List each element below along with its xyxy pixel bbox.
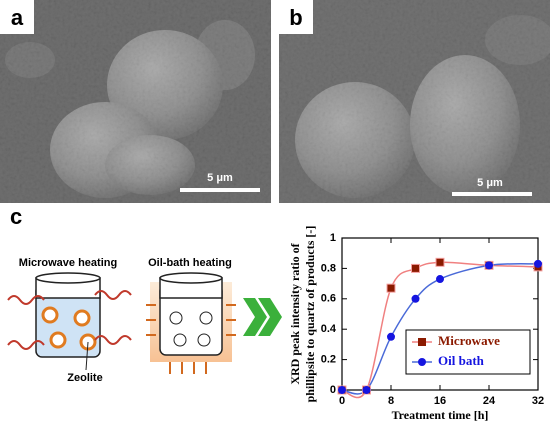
y-axis-label: XRD peak intensity ratio of (288, 242, 302, 384)
legend-label: Oil bath (438, 353, 485, 368)
y-tick-label: 0.6 (321, 293, 336, 305)
scale-text: 5 μm (477, 177, 503, 189)
x-tick-label: 8 (388, 395, 394, 407)
x-axis-label: Treatment time [h] (392, 408, 489, 422)
marker (362, 386, 371, 394)
legend-marker (418, 338, 426, 346)
y-tick-label: 0.4 (321, 323, 337, 335)
marker (338, 386, 346, 394)
marker (411, 294, 420, 303)
x-tick-label: 0 (339, 395, 345, 407)
scale-text: 5 μm (207, 172, 233, 184)
diagram-label: Zeolite (67, 372, 102, 384)
x-tick-label: 32 (532, 395, 544, 407)
diagram-label: Microwave heating (19, 257, 117, 269)
marker (411, 263, 420, 273)
x-tick-label: 24 (483, 395, 496, 407)
diagram-label: Oil-bath heating (148, 257, 232, 269)
y-tick-label: 0.8 (321, 262, 336, 274)
sem-image-b (279, 0, 550, 203)
marker (386, 283, 396, 293)
label-box (279, 0, 313, 34)
legend-box (405, 329, 531, 375)
panel-label: a (11, 5, 24, 30)
marker (436, 275, 444, 284)
legend-label: Microwave (438, 333, 500, 348)
microwave-beaker (7, 272, 132, 371)
chart: 0 0.2 0.4 0.6 0.8 1 0 8 16 24 32 Treatment time [h]… (288, 226, 544, 422)
sem-image-a (0, 0, 271, 203)
x-tick-label: 16 (434, 395, 446, 407)
scale-bar (452, 192, 532, 196)
panel-label: c (10, 204, 22, 229)
panel-label: b (289, 5, 302, 30)
arrow (243, 298, 282, 336)
legend-marker (418, 358, 426, 366)
marker (435, 257, 445, 267)
y-tick-label: 0.2 (321, 354, 336, 366)
scale-bar (180, 188, 260, 192)
oil-bath-beaker (146, 272, 236, 374)
marker (485, 261, 493, 270)
y-tick-label: 1 (330, 232, 336, 244)
marker (534, 259, 542, 268)
y-tick-label: 0 (330, 384, 336, 396)
marker (387, 332, 395, 341)
y-axis-label: phillipsite to quartz of products [-] (303, 226, 317, 403)
label-box (0, 0, 34, 34)
